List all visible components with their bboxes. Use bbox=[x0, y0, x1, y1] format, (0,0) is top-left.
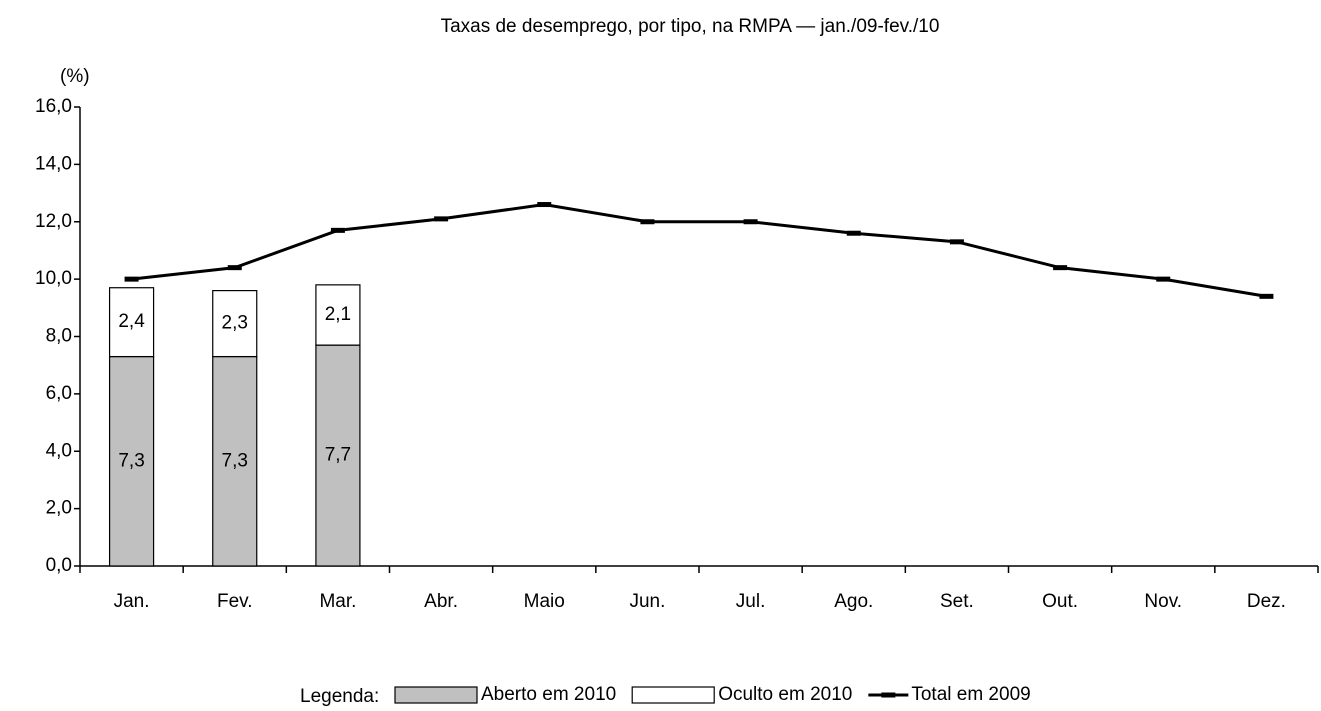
data-label: 7,3 bbox=[118, 450, 144, 471]
legend-label: Oculto em 2010 bbox=[718, 684, 852, 705]
legend-label: Aberto em 2010 bbox=[481, 684, 616, 705]
x-tick-label: Jan. bbox=[114, 591, 150, 612]
data-label: 2,3 bbox=[222, 313, 248, 334]
x-tick-label: Fev. bbox=[217, 591, 253, 612]
data-label: 7,7 bbox=[325, 445, 351, 466]
bar-segment bbox=[212, 355, 258, 567]
x-tick-label: Jun. bbox=[629, 591, 665, 612]
x-tick-label: Ago. bbox=[834, 591, 873, 612]
data-label: 2,4 bbox=[118, 311, 145, 332]
legend-label: Total em 2009 bbox=[911, 684, 1030, 705]
x-tick-label: Out. bbox=[1042, 591, 1078, 612]
y-tick-label: 4,0 bbox=[46, 440, 72, 461]
y-tick-label: 12,0 bbox=[35, 211, 72, 232]
chart-title: Taxas de desemprego, por tipo, na RMPA —… bbox=[441, 16, 940, 37]
x-tick-label: Jul. bbox=[736, 591, 766, 612]
x-tick-label: Mar. bbox=[319, 591, 356, 612]
y-axis-label: (%) bbox=[60, 66, 90, 87]
bar-segment bbox=[108, 287, 155, 358]
legend-swatch bbox=[631, 686, 715, 704]
y-tick-label: 14,0 bbox=[35, 153, 72, 174]
y-tick-label: 8,0 bbox=[46, 326, 72, 347]
bar-segment bbox=[315, 284, 361, 346]
data-label: 2,1 bbox=[325, 304, 351, 325]
y-tick-label: 6,0 bbox=[46, 383, 72, 404]
x-tick-label: Nov. bbox=[1144, 591, 1182, 612]
y-tick-label: 16,0 bbox=[35, 96, 72, 117]
legend-swatch bbox=[394, 686, 478, 704]
data-label: 7,3 bbox=[222, 450, 248, 471]
x-tick-label: Dez. bbox=[1247, 591, 1286, 612]
bar-segment bbox=[212, 290, 258, 358]
y-tick-label: 0,0 bbox=[46, 555, 72, 576]
x-tick-label: Maio bbox=[524, 591, 565, 612]
x-tick-label: Abr. bbox=[424, 591, 458, 612]
line-series bbox=[131, 203, 1267, 298]
legend-title: Legenda: bbox=[300, 686, 379, 707]
y-tick-label: 10,0 bbox=[35, 268, 72, 289]
bar-segment bbox=[108, 355, 155, 567]
y-tick-label: 2,0 bbox=[46, 498, 72, 519]
x-tick-label: Set. bbox=[940, 591, 974, 612]
